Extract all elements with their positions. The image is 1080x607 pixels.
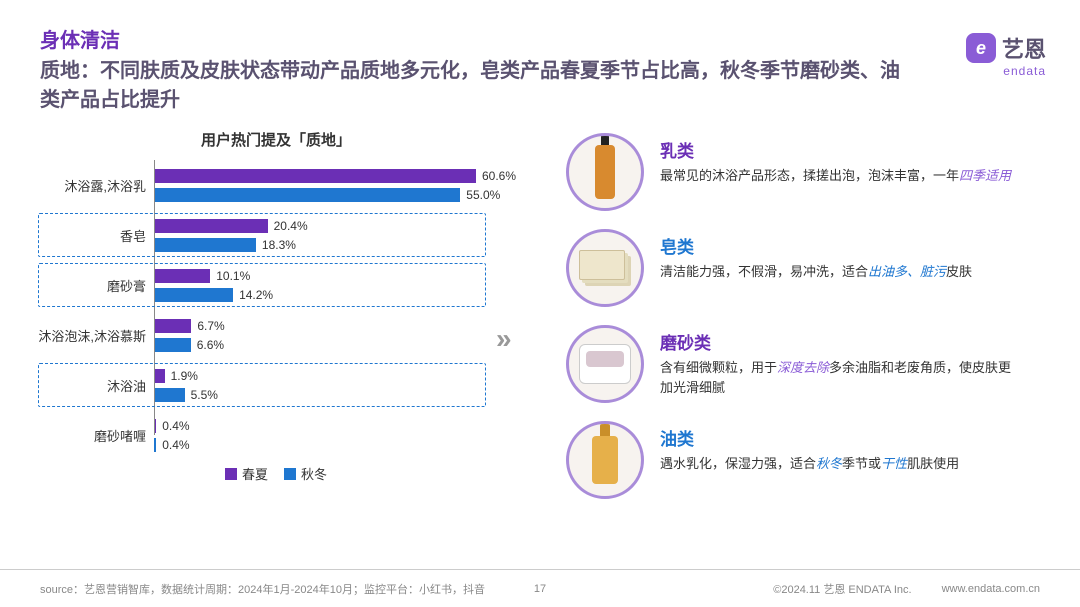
legend-label: 秋冬 <box>301 464 327 483</box>
row-label: 磨砂膏 <box>36 276 154 295</box>
category-name: 皂类 <box>660 233 972 258</box>
row-label: 沐浴露,沐浴乳 <box>36 176 154 195</box>
y-axis <box>154 160 155 435</box>
row-label: 香皂 <box>36 226 154 245</box>
bar <box>154 319 191 333</box>
bar-value: 6.6% <box>197 338 224 352</box>
footer-copyright: ©2024.11 艺恩 ENDATA Inc. <box>773 581 911 597</box>
bar <box>154 169 476 183</box>
legend-swatch <box>225 468 237 480</box>
category-image <box>566 133 644 211</box>
category-desc: 最常见的沐浴产品形态，揉搓出泡，泡沫丰富，一年四季适用 <box>660 166 1011 186</box>
bar-value: 0.4% <box>162 438 189 452</box>
chart-row: 磨砂膏 10.1% 14.2% <box>36 260 516 310</box>
footer: source：艺恩营销智库，数据统计周期：2024年1月-2024年10月；监控… <box>0 569 1080 607</box>
category-image <box>566 421 644 499</box>
category-name: 磨砂类 <box>660 329 1020 354</box>
bar <box>154 338 191 352</box>
legend-item: 秋冬 <box>284 464 327 483</box>
row-label: 沐浴油 <box>36 376 154 395</box>
footer-url: www.endata.com.cn <box>942 583 1040 595</box>
brand-logo: e 艺恩 endata <box>966 32 1046 78</box>
bar-value: 6.7% <box>197 319 224 333</box>
category-image <box>566 229 644 307</box>
legend-item: 春夏 <box>225 464 268 483</box>
legend-swatch <box>284 468 296 480</box>
page-number: 17 <box>534 583 546 595</box>
row-label: 磨砂啫喱 <box>36 426 154 445</box>
category-desc: 含有细微颗粒，用于深度去除多余油脂和老废角质，使皮肤更加光滑细腻 <box>660 358 1020 397</box>
bar <box>154 269 210 283</box>
chart-row: 沐浴泡沫,沐浴慕斯 6.7% 6.6% <box>36 310 516 360</box>
category-item: 乳类最常见的沐浴产品形态，揉搓出泡，泡沫丰富，一年四季适用 <box>566 133 1044 211</box>
bar-chart: 沐浴露,沐浴乳 60.6% 55.0% 香皂 20.4% 18.3% 磨砂膏 10.1% 14.… <box>36 160 516 460</box>
chart-legend: 春夏 秋冬 <box>36 464 516 483</box>
chart-panel: 用户热门提及「质地」 沐浴露,沐浴乳 60.6% 55.0% 香皂 20.4% 18.3%… <box>36 123 516 517</box>
arrow-icon: » <box>496 323 512 355</box>
bar-value: 55.0% <box>466 188 500 202</box>
bar <box>154 219 268 233</box>
footer-source: source：艺恩营销智库，数据统计周期：2024年1月-2024年10月；监控… <box>40 581 485 597</box>
page-title: 质地：不同肤质及皮肤状态带动产品质地多元化，皂类产品春夏季节占比高，秋冬季节磨砂… <box>40 57 900 115</box>
bar-value: 20.4% <box>274 219 308 233</box>
chart-title: 用户热门提及「质地」 <box>36 129 516 150</box>
bar-value: 5.5% <box>191 388 218 402</box>
bar <box>154 388 185 402</box>
bar-value: 1.9% <box>171 369 198 383</box>
chart-row: 磨砂啫喱 0.4% 0.4% <box>36 410 516 460</box>
logo-icon: e <box>966 33 996 63</box>
section-badge: 身体清洁 <box>40 24 1040 53</box>
category-name: 乳类 <box>660 137 1011 162</box>
logo-text: 艺恩 <box>1002 32 1046 64</box>
bar <box>154 369 165 383</box>
category-item: 磨砂类含有细微颗粒，用于深度去除多余油脂和老废角质，使皮肤更加光滑细腻 <box>566 325 1044 403</box>
header: 身体清洁 质地：不同肤质及皮肤状态带动产品质地多元化，皂类产品春夏季节占比高，秋… <box>0 0 1080 123</box>
category-item: 皂类清洁能力强，不假滑，易冲洗，适合出油多、脏污皮肤 <box>566 229 1044 307</box>
logo-subtext: endata <box>966 64 1046 78</box>
category-item: 油类遇水乳化，保湿力强，适合秋冬季节或干性肌肤使用 <box>566 421 1044 499</box>
bar <box>154 438 156 452</box>
chart-row: 沐浴露,沐浴乳 60.6% 55.0% <box>36 160 516 210</box>
category-desc: 清洁能力强，不假滑，易冲洗，适合出油多、脏污皮肤 <box>660 262 972 282</box>
bar-value: 0.4% <box>162 419 189 433</box>
category-image <box>566 325 644 403</box>
bar-value: 14.2% <box>239 288 273 302</box>
bar <box>154 188 460 202</box>
row-label: 沐浴泡沫,沐浴慕斯 <box>36 326 154 345</box>
chart-row: 香皂 20.4% 18.3% <box>36 210 516 260</box>
category-desc: 遇水乳化，保湿力强，适合秋冬季节或干性肌肤使用 <box>660 454 959 474</box>
bar-value: 10.1% <box>216 269 250 283</box>
bar-value: 18.3% <box>262 238 296 252</box>
category-name: 油类 <box>660 425 959 450</box>
bar <box>154 288 233 302</box>
bar <box>154 238 256 252</box>
bar-value: 60.6% <box>482 169 516 183</box>
chart-row: 沐浴油 1.9% 5.5% <box>36 360 516 410</box>
category-panel: » 乳类最常见的沐浴产品形态，揉搓出泡，泡沫丰富，一年四季适用皂类清洁能力强，不… <box>516 123 1044 517</box>
legend-label: 春夏 <box>242 464 268 483</box>
